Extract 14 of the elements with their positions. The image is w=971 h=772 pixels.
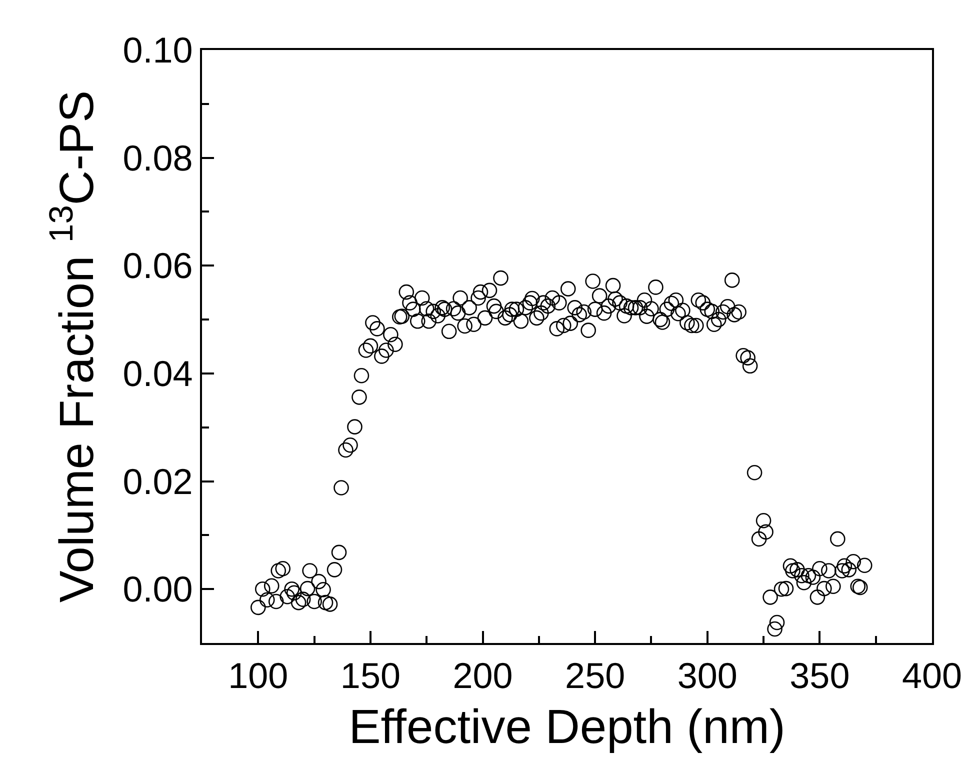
x-tick-label: 200 [452, 655, 513, 696]
y-tick-label: 0.10 [122, 30, 193, 71]
y-tick-label: 0.04 [122, 353, 193, 394]
y-tick-label: 0.06 [122, 245, 193, 286]
y-tick-label: 0.02 [122, 460, 193, 502]
x-tick-label: 100 [228, 655, 288, 696]
x-tick-label: 400 [902, 655, 962, 696]
x-tick-label: 350 [790, 655, 850, 696]
x-tick-label: 250 [565, 655, 626, 696]
y-tick-label: 0.00 [122, 568, 193, 610]
x-tick-label: 300 [677, 655, 738, 696]
y-tick-label: 0.08 [122, 137, 193, 178]
x-tick-label: 150 [340, 655, 400, 696]
x-axis-title: Effective Depth (nm) [348, 700, 786, 754]
